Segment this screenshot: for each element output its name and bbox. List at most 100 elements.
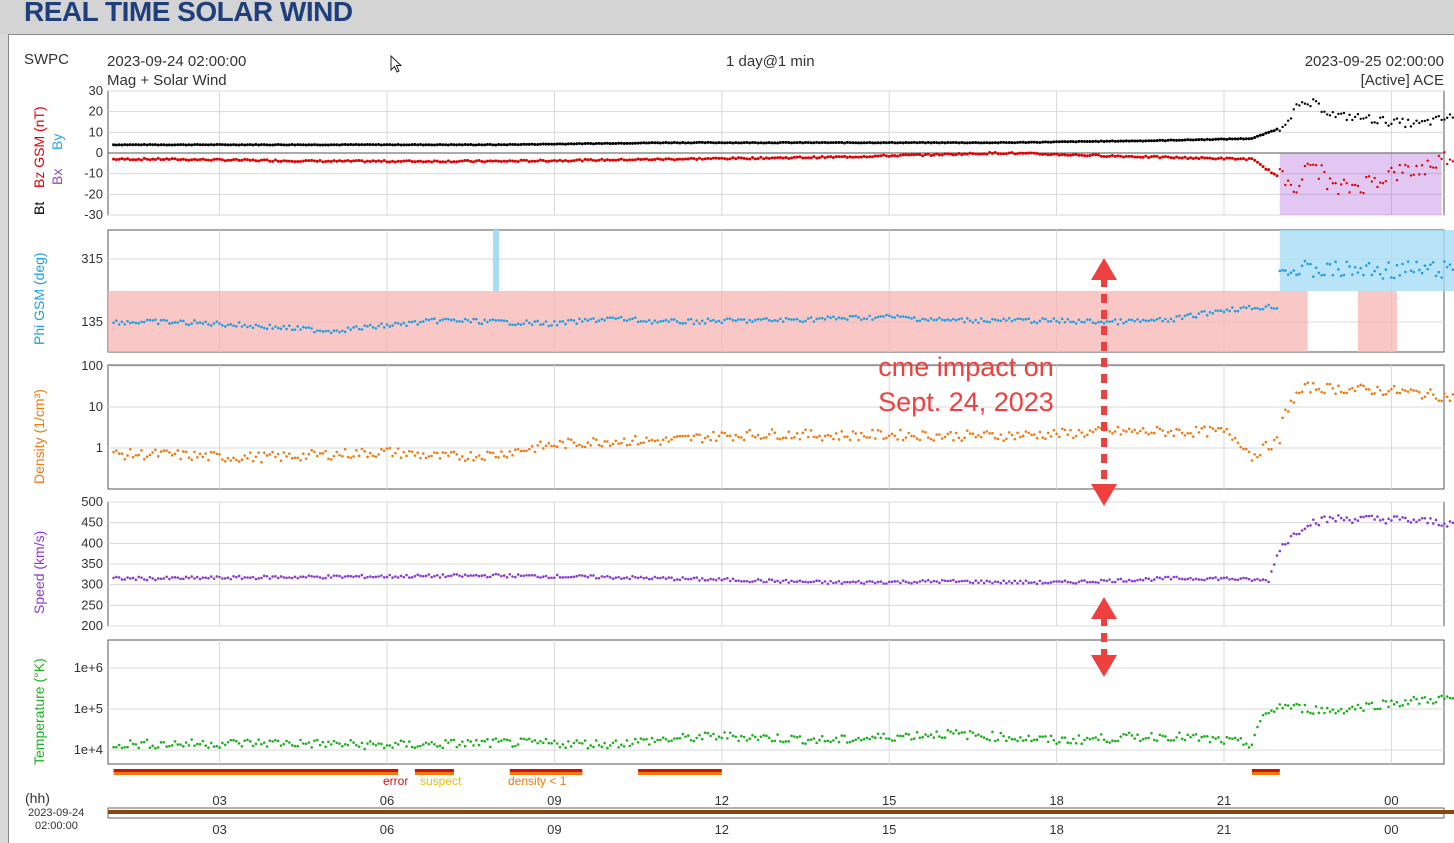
bz-point — [1384, 180, 1388, 183]
temperature-point — [142, 740, 146, 744]
density-point — [1021, 434, 1025, 438]
speed-point — [1203, 578, 1206, 582]
speed-point — [449, 574, 453, 578]
speed-point — [1150, 579, 1153, 582]
bt-point — [1007, 141, 1011, 145]
speed-point — [664, 577, 668, 581]
bz-point — [1152, 154, 1156, 158]
phi-point — [519, 323, 523, 327]
density-point — [1275, 436, 1279, 439]
bt-point — [1124, 139, 1128, 143]
density-point — [1376, 385, 1379, 389]
bz-point — [1186, 157, 1190, 161]
bt-point — [536, 143, 540, 147]
speed-point — [706, 578, 710, 582]
density-point — [288, 452, 291, 455]
speed-point — [843, 580, 846, 584]
density-point — [248, 451, 252, 454]
density-point — [187, 456, 191, 459]
phi-point — [1373, 269, 1376, 273]
temperature-point — [377, 742, 380, 745]
density-point — [611, 442, 615, 446]
speed-point — [463, 573, 467, 576]
temperature-point — [1200, 735, 1203, 739]
phi-point — [488, 318, 492, 322]
bz-point — [184, 158, 188, 162]
phi-point — [357, 327, 361, 331]
phi-tick-label: 315 — [81, 251, 103, 266]
bt-point — [854, 141, 858, 145]
speed-point — [1152, 578, 1156, 581]
phi-point — [767, 319, 771, 322]
density-point — [1286, 410, 1290, 413]
speed-point — [561, 576, 565, 579]
density-point — [447, 454, 450, 457]
bz-point — [276, 159, 280, 163]
bz-point — [1108, 154, 1112, 158]
speed-point — [910, 582, 913, 585]
bz-point — [868, 155, 872, 159]
phi-point — [589, 317, 592, 321]
density-point — [318, 452, 322, 455]
speed-point — [1309, 524, 1312, 527]
speed-point — [653, 575, 657, 579]
density-point — [430, 454, 433, 458]
phi-point — [1169, 317, 1173, 321]
bz-point — [435, 159, 439, 163]
speed-point — [1440, 524, 1443, 527]
bz-point — [497, 159, 501, 163]
density-point — [1443, 392, 1446, 395]
bt-point — [142, 142, 146, 146]
bt-point — [608, 142, 612, 146]
bt-point — [868, 141, 872, 145]
density-point — [154, 448, 157, 452]
speed-point — [357, 575, 361, 578]
speed-point — [352, 575, 355, 579]
speed-point — [1298, 532, 1301, 536]
bt-point — [1420, 119, 1424, 123]
bt-point — [1032, 140, 1036, 144]
density-point — [416, 451, 419, 455]
bz-point — [354, 159, 358, 163]
temperature-point — [673, 737, 676, 740]
phi-point — [321, 330, 325, 333]
temperature-point — [656, 738, 659, 742]
speed-point — [1127, 578, 1131, 582]
speed-point — [1197, 578, 1201, 581]
temperature-point — [1337, 709, 1340, 713]
phi-point — [1339, 274, 1343, 278]
speed-point — [1429, 517, 1432, 520]
density-point — [999, 433, 1003, 436]
density-point — [1211, 427, 1215, 430]
speed-point — [971, 581, 975, 585]
bz-point — [555, 159, 559, 163]
speed-point — [1376, 515, 1379, 518]
bt-point — [879, 141, 883, 145]
density-point — [296, 456, 300, 460]
bz-point — [1406, 165, 1410, 168]
bz-point — [1200, 155, 1204, 159]
temperature-point — [625, 739, 629, 742]
bz-point — [1219, 156, 1223, 160]
bz-point — [633, 158, 637, 162]
bz-point — [979, 152, 983, 156]
density-point — [1214, 429, 1217, 433]
bz-point — [1275, 174, 1279, 178]
bz-point — [812, 155, 816, 159]
bt-point — [287, 143, 291, 147]
density-point — [159, 450, 163, 453]
density-point — [1122, 429, 1125, 432]
bt-point — [1392, 118, 1396, 121]
speed-point — [634, 575, 637, 579]
temperature-point — [759, 735, 763, 739]
bz-point — [720, 156, 724, 160]
temperature-point — [536, 741, 539, 745]
density-point — [1133, 428, 1137, 432]
density-point — [578, 443, 581, 447]
speed-point — [162, 577, 166, 580]
bz-point — [1105, 155, 1109, 159]
bt-point — [499, 143, 503, 147]
temperature-point — [302, 742, 305, 745]
bt-point — [890, 140, 894, 144]
bt-point — [706, 140, 710, 144]
